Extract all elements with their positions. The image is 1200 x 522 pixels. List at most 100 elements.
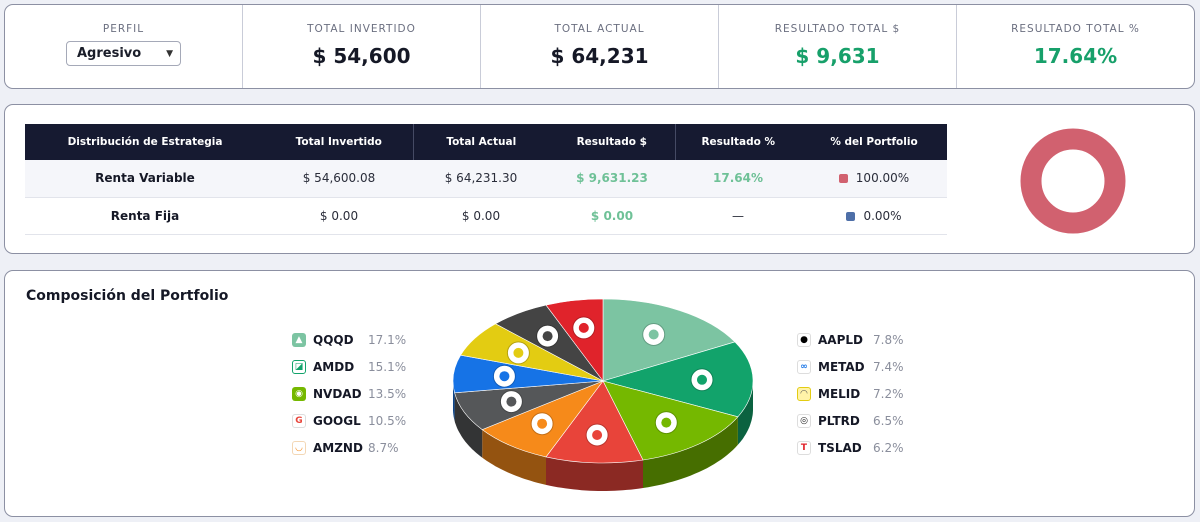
meta-icon: ∞ [797,359,811,374]
legend-ticker: AMZND [313,440,363,455]
legend-item[interactable]: ◠ MELID 7.2% [797,380,904,407]
legend-pct: 8.7% [368,440,399,455]
pie-side-aapld [454,392,483,458]
legend-ticker: MELID [818,386,861,401]
legend-item[interactable]: ◎ PLTRD 6.5% [797,407,904,434]
pie-slice-amdd[interactable] [601,341,754,418]
header-strategy[interactable]: Distribución de Estrategia [67,136,223,148]
header-portfolio-pct[interactable]: % del Portfolio [830,136,918,148]
header-total-invested[interactable]: Total Invertido [295,136,382,148]
pie-side-googl [546,456,643,491]
legend-pct: 17.1% [368,332,407,347]
invesco-icon-mark [648,329,659,340]
composition-card: Composición del Portfolio ▲ QQQD 17.1% ◪… [4,270,1195,517]
row-invested: $ 0.00 [265,197,413,235]
result-usd-stat: RESULTADO TOTAL $ $ 9,631 [719,5,957,88]
legend-ticker: NVDAD [313,386,362,401]
profile-select-value: Agresivo [77,46,142,61]
total-current-label: TOTAL ACTUAL [554,23,645,35]
pie-side-amdd [737,381,753,445]
legend-pct: 6.5% [873,413,904,428]
row-current: $ 64,231.30 [413,160,549,198]
result-pct-stat: RESULTADO TOTAL % 17.64% [957,5,1194,88]
strategy-donut-chart [1020,128,1126,234]
legend-item[interactable]: G GOOGL 10.5% [292,407,406,434]
legend-ticker: PLTRD [818,413,860,428]
header-result-pct[interactable]: Resultado % [674,124,801,160]
nvidia-icon: ◉ [292,386,306,401]
legend-pct: 10.5% [368,413,407,428]
row-current: $ 0.00 [413,197,549,235]
row-portfolio-pct-value: 100.00% [855,171,910,186]
profile-select[interactable]: Agresivo ▼ [66,41,181,66]
apple-icon: ● [797,332,811,347]
google-icon: G [292,413,306,428]
legend-pct: 7.2% [873,386,904,401]
result-pct-label: RESULTADO TOTAL % [1011,23,1140,35]
result-usd-value: $ 9,631 [795,44,880,68]
legend-item[interactable]: ◡ AMZND 8.7% [292,434,406,461]
pie-side-metad [453,381,455,421]
table-row: Renta Fija $ 0.00 $ 0.00 $ 0.00 — 0.00% [25,197,947,235]
legend-right: ● AAPLD 7.8% ∞ METAD 7.4% ◠ MELID 7.2% ◎… [797,326,904,461]
mercadolibre-icon-mark [513,347,524,358]
row-invested: $ 54,600.08 [265,160,413,198]
tesla-icon: T [797,440,811,455]
legend-item[interactable]: ● AAPLD 7.8% [797,326,904,353]
meta-icon-mark [499,371,510,382]
pie-side-amznd [482,429,546,485]
legend-pct: 15.1% [368,359,407,374]
palantir-icon-mark [542,331,553,342]
result-pct-value: 17.64% [1033,44,1118,68]
legend-item[interactable]: ▲ QQQD 17.1% [292,326,406,353]
header-result-usd[interactable]: Resultado $ [576,136,647,148]
legend-ticker: TSLAD [818,440,862,455]
row-result-pct: — [675,197,801,235]
row-result-pct: 17.64% [675,160,801,198]
color-swatch [846,211,856,221]
legend-ticker: AMDD [313,359,355,374]
row-result-usd: $ 0.00 [549,197,675,235]
table-row: Renta Variable $ 54,600.08 $ 64,231.30 $… [25,160,947,198]
legend-item[interactable]: ∞ METAD 7.4% [797,353,904,380]
invesco-icon: ▲ [292,332,306,347]
legend-ticker: GOOGL [313,413,361,428]
amazon-icon-mark [537,418,548,429]
row-result-usd: $ 9,631.23 [549,160,675,198]
strategy-table: Distribución de Estrategia Total Inverti… [25,124,947,235]
nvidia-icon-mark [661,417,672,428]
total-invested-label: TOTAL INVERTIDO [307,23,416,35]
legend-left: ▲ QQQD 17.1% ◪ AMDD 15.1% ◉ NVDAD 13.5% … [292,326,406,461]
legend-item[interactable]: ◪ AMDD 15.1% [292,353,406,380]
legend-item[interactable]: ◉ NVDAD 13.5% [292,380,406,407]
legend-pct: 6.2% [873,440,904,455]
pie-side-nvdad [643,416,738,488]
donut-slice-renta-variable[interactable] [1020,128,1126,234]
row-portfolio-pct: 100.00% [801,160,947,198]
chevron-down-icon: ▼ [166,48,173,59]
strategy-table-header: Distribución de Estrategia Total Inverti… [25,124,947,160]
tesla-icon-mark [578,322,589,333]
pie-slice-qqqd[interactable] [602,298,736,382]
composition-title: Composición del Portfolio [26,288,229,304]
header-total-current[interactable]: Total Actual [412,124,549,160]
total-current-value: $ 64,231 [550,44,649,68]
legend-ticker: AAPLD [818,332,863,347]
row-portfolio-pct: 0.00% [801,197,947,235]
total-current-stat: TOTAL ACTUAL $ 64,231 [481,5,719,88]
palantir-icon: ◎ [797,413,811,428]
legend-pct: 13.5% [368,386,407,401]
apple-icon-mark [506,396,517,407]
legend-pct: 7.8% [873,332,904,347]
mercadolibre-icon: ◠ [797,386,811,401]
result-usd-label: RESULTADO TOTAL $ [774,23,901,35]
row-portfolio-pct-value: 0.00% [863,208,902,223]
profile-label: PERFIL [102,23,145,35]
row-name: Renta Variable [25,160,265,198]
amd-icon: ◪ [292,359,306,374]
pie-slice-googl[interactable] [545,380,644,464]
legend-item[interactable]: T TSLAD 6.2% [797,434,904,461]
amd-icon-mark [697,374,707,385]
legend-pct: 7.4% [873,359,904,374]
strategy-card: Distribución de Estrategia Total Inverti… [4,104,1195,254]
